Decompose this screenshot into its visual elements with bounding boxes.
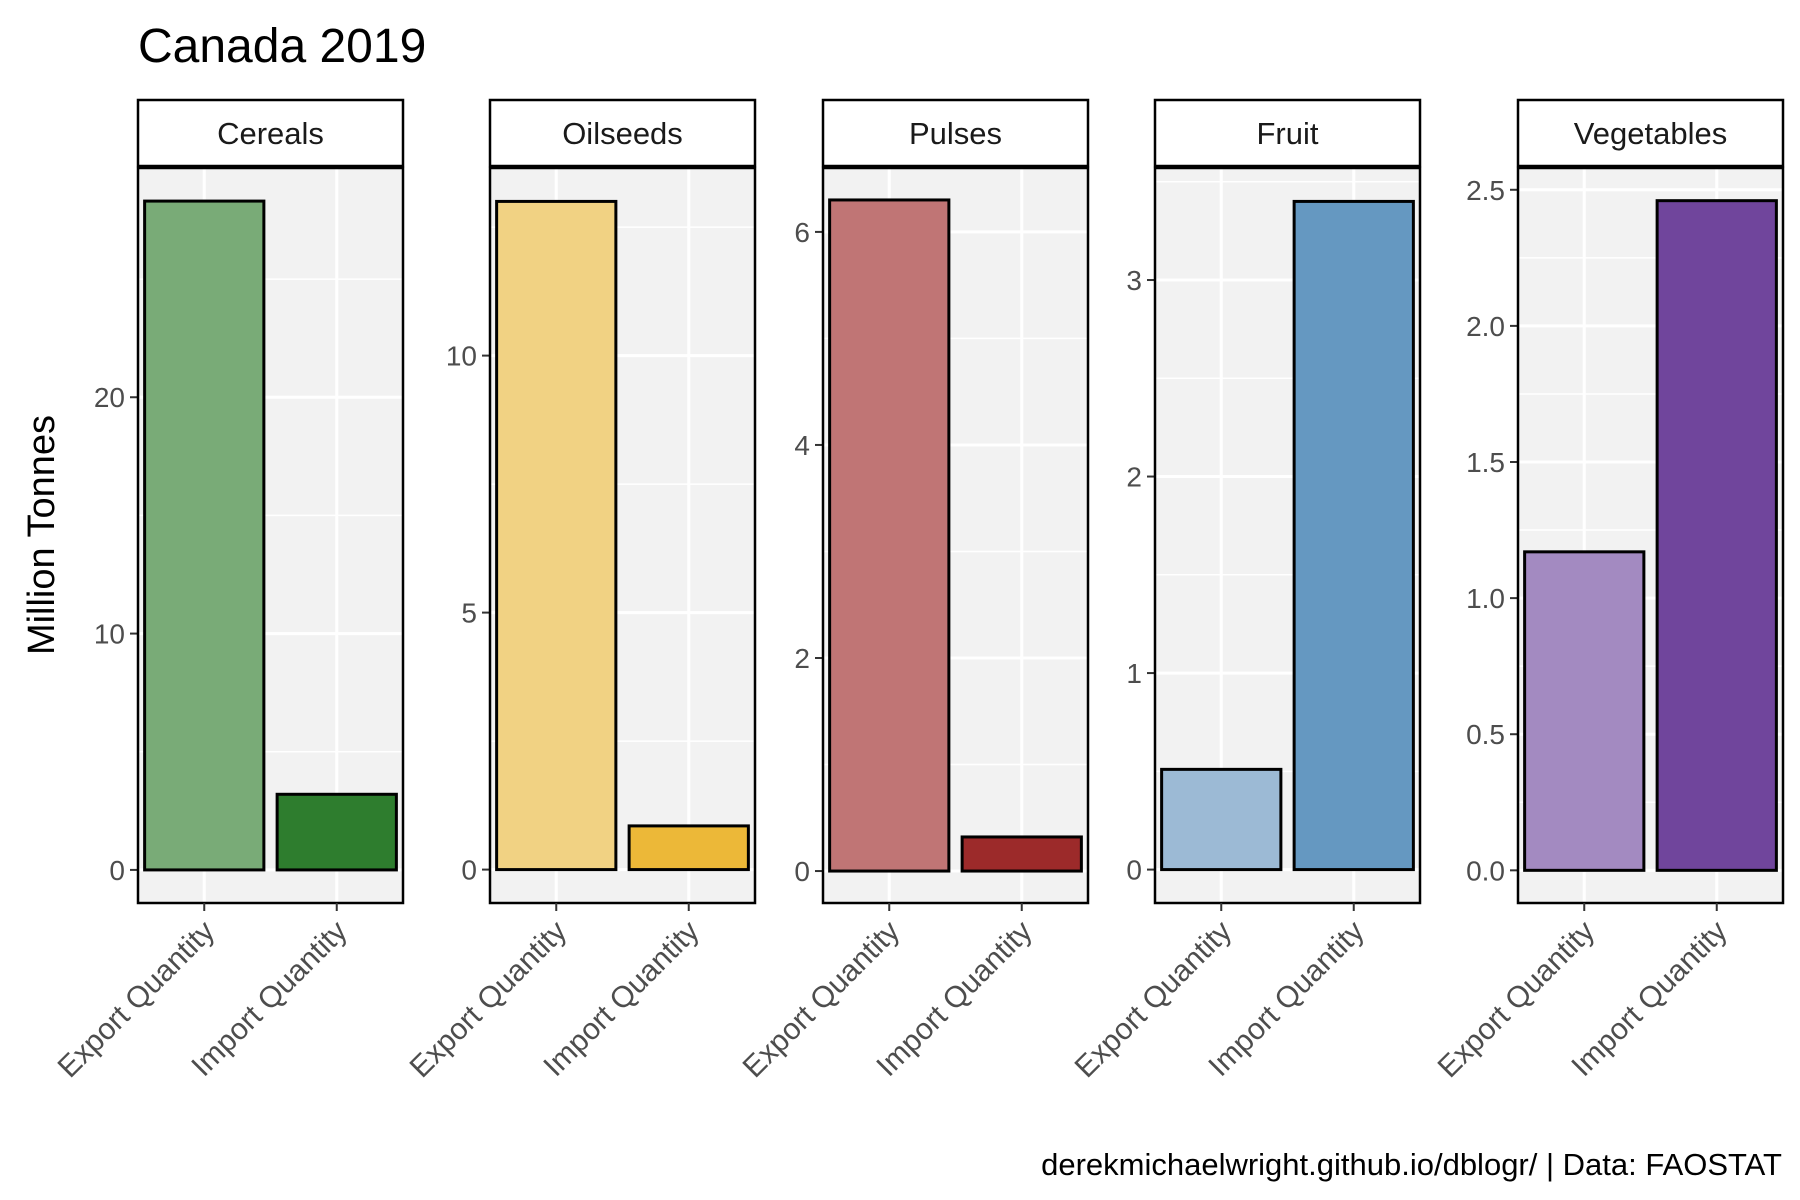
- y-tick-label: 0: [109, 855, 125, 886]
- panel-border: [136, 166, 405, 905]
- bar-import-quantity: [1292, 199, 1415, 872]
- y-tick-label: 0.0: [1466, 855, 1505, 886]
- y-tick-label: 2: [1126, 462, 1142, 493]
- y-tick-label: 2.5: [1466, 175, 1505, 206]
- y-tick-label: 20: [94, 382, 125, 413]
- panel-border: [1153, 166, 1422, 905]
- bar-import-quantity: [1655, 199, 1778, 872]
- bar-export-quantity: [1160, 767, 1283, 872]
- facet-strip-label: Pulses: [909, 116, 1002, 151]
- y-tick-label: 5: [461, 598, 477, 629]
- chart-caption: derekmichaelwright.github.io/dblogr/ | D…: [1041, 1147, 1782, 1182]
- facet-strip: [136, 98, 405, 168]
- y-tick-label: 0: [461, 855, 477, 886]
- bar-import-quantity: [960, 835, 1083, 873]
- y-tick-label: 1: [1126, 658, 1142, 689]
- facet-strip-label: Fruit: [1257, 116, 1319, 151]
- y-axis-label: Million Tonnes: [21, 415, 63, 655]
- y-tick-label: 1.5: [1466, 447, 1505, 478]
- y-tick-label: 1.0: [1466, 583, 1505, 614]
- facet-strip-label: Oilseeds: [562, 116, 683, 151]
- panel-border: [488, 166, 757, 905]
- facet-strip: [1516, 98, 1785, 168]
- y-tick-label: 4: [794, 430, 810, 461]
- bar-import-quantity: [627, 824, 750, 872]
- y-tick-label: 6: [794, 217, 810, 248]
- bar-export-quantity: [495, 199, 618, 872]
- y-tick-label: 0: [794, 856, 810, 887]
- bar-export-quantity: [1523, 550, 1646, 872]
- y-tick-label: 3: [1126, 265, 1142, 296]
- y-tick-label: 0.5: [1466, 719, 1505, 750]
- y-tick-label: 10: [446, 341, 477, 372]
- facet-strip: [488, 98, 757, 168]
- facet-strip: [821, 98, 1090, 168]
- y-tick-label: 10: [94, 619, 125, 650]
- y-tick-label: 0: [1126, 855, 1142, 886]
- y-tick-label: 2: [794, 643, 810, 674]
- bar-import-quantity: [275, 792, 398, 872]
- chart-title: Canada 2019: [138, 20, 426, 73]
- facet-strip-label: Cereals: [217, 116, 324, 151]
- panel-border: [821, 166, 1090, 905]
- bar-export-quantity: [143, 199, 266, 872]
- bar-export-quantity: [828, 198, 951, 873]
- y-tick-label: 2.0: [1466, 311, 1505, 342]
- facet-strip-label: Vegetables: [1574, 116, 1727, 151]
- panel-border: [1516, 166, 1785, 905]
- facet-strip: [1153, 98, 1422, 168]
